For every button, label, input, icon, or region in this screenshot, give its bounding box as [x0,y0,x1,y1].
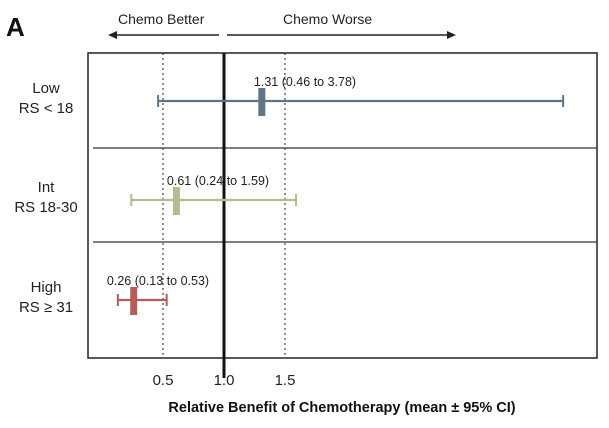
x-axis-label: Relative Benefit of Chemotherapy (mean ±… [168,400,515,416]
x-tick-label: 1.5 [275,372,296,389]
forest-row-low: Low RS < 18 1.31 (0.46 to 3.78) [19,75,565,117]
mean-marker [130,287,138,315]
group-label: Int [38,179,56,196]
estimate-annotation: 0.61 (0.24 to 1.59) [167,174,269,188]
forest-row-int: Int RS 18-30 0.61 (0.24 to 1.59) [14,174,297,216]
group-label: Low [32,80,60,97]
arrow-left-head-icon [108,31,117,39]
group-sublabel: RS 18-30 [14,199,77,216]
x-tick-label: 1.0 [214,372,235,389]
plot-frame [87,52,598,359]
direction-label-right: Chemo Worse [283,11,372,27]
estimate-annotation: 0.26 (0.13 to 0.53) [107,274,209,288]
mean-marker [172,187,180,215]
panel-label: A [6,12,25,42]
arrow-right-head-icon [447,31,456,39]
x-tick-label: 0.5 [153,372,174,389]
group-sublabel: RS ≥ 31 [19,299,73,316]
direction-header: Chemo Better Chemo Worse [108,11,456,39]
group-sublabel: RS < 18 [19,100,74,117]
direction-label-left: Chemo Better [118,11,205,27]
mean-marker [258,88,266,116]
group-label: High [31,279,62,296]
forest-row-high: High RS ≥ 31 0.26 (0.13 to 0.53) [19,274,209,316]
estimate-annotation: 1.31 (0.46 to 3.78) [254,75,356,89]
